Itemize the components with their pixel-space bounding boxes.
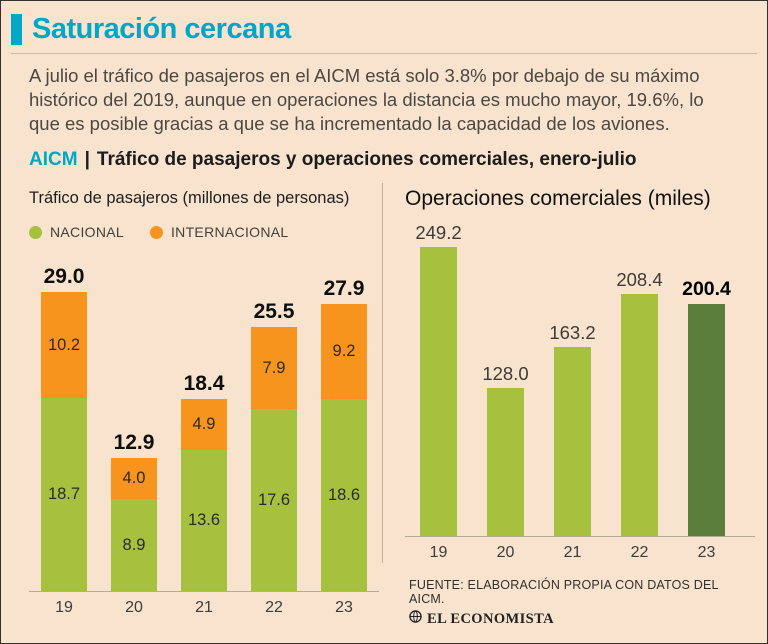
operations-plot: 249.2 128.0 163.2 208.4 200.4 bbox=[405, 222, 755, 538]
bar-value-label: 128.0 bbox=[482, 363, 529, 385]
bar-value-label: 200.4 bbox=[682, 278, 731, 301]
operations-chart-panel: Operaciones comerciales (miles) 249.2 128… bbox=[383, 179, 755, 628]
nacional-segment: 8.9 bbox=[111, 499, 157, 592]
internacional-segment: 10.2 bbox=[41, 292, 87, 399]
x-axis-label: 22 bbox=[630, 544, 649, 562]
passenger-bar-column: 25.5 7.9 17.6 bbox=[239, 300, 309, 592]
charts-area: Tráfico de pasajeros (millones de person… bbox=[1, 179, 767, 628]
internacional-segment: 7.9 bbox=[251, 327, 297, 410]
bar-value-label: 163.2 bbox=[549, 322, 596, 344]
bar-total-label: 27.9 bbox=[323, 277, 365, 301]
passenger-plot: 29.0 10.2 18.7 12.9 4.0 8.9 18.4 4.9 13.6 25.5 7.9… bbox=[29, 244, 379, 593]
chart-subtitle: AICM | Tráfico de pasajeros y operaciones … bbox=[29, 149, 739, 171]
title-row: Saturación cercana bbox=[11, 13, 755, 46]
bar-total-label: 12.9 bbox=[113, 431, 155, 455]
page-title: Saturación cercana bbox=[32, 13, 291, 45]
bar-value-label: 208.4 bbox=[616, 269, 663, 291]
operations-bar-column: 200.4 bbox=[673, 278, 740, 537]
passenger-bar-column: 18.4 4.9 13.6 bbox=[169, 372, 239, 592]
operations-bar bbox=[621, 294, 658, 537]
source-text: FUENTE: ELABORACIÓN PROPIA CON DATOS DEL… bbox=[409, 578, 719, 607]
operations-chart-title: Operaciones comerciales (miles) bbox=[405, 187, 711, 211]
legend-dot-nacional bbox=[29, 225, 42, 239]
legend-item-nacional: NACIONAL bbox=[29, 224, 124, 240]
bar-total-label: 18.4 bbox=[183, 372, 225, 396]
bar-total-label: 25.5 bbox=[253, 300, 295, 324]
x-axis-label: 19 bbox=[55, 599, 73, 617]
operations-xaxis: 19 20 21 22 23 bbox=[405, 537, 755, 562]
operations-bar-column: 163.2 bbox=[539, 322, 606, 537]
title-accent-block bbox=[11, 14, 22, 45]
operations-bar bbox=[554, 347, 591, 537]
operations-bar-column: 249.2 bbox=[405, 222, 472, 537]
operations-bar bbox=[487, 388, 524, 537]
x-axis-label: 21 bbox=[563, 544, 582, 562]
legend-dot-internacional bbox=[149, 225, 163, 239]
intro-paragraph: A julio el tráfico de pasajeros en el AI… bbox=[29, 65, 704, 135]
brand-logo-text: EL ECONOMISTA bbox=[427, 610, 554, 627]
x-axis-label: 22 bbox=[265, 599, 283, 617]
nacional-segment: 18.6 bbox=[321, 399, 367, 592]
legend-item-internacional: INTERNACIONAL bbox=[149, 224, 289, 241]
operations-bar bbox=[688, 304, 725, 537]
legend-label-nacional: NACIONAL bbox=[50, 224, 124, 241]
passenger-chart-title: Tráfico de pasajeros (millones de person… bbox=[29, 189, 350, 208]
x-axis-label: 23 bbox=[335, 599, 353, 617]
subtitle-text: Tráfico de pasajeros y operaciones comer… bbox=[96, 149, 637, 171]
x-axis-label: 20 bbox=[496, 544, 515, 562]
brand-row: EL ECONOMISTA bbox=[409, 610, 755, 628]
title-divider bbox=[11, 53, 757, 54]
nacional-segment: 13.6 bbox=[181, 450, 227, 592]
operations-bar-column: 128.0 bbox=[472, 363, 539, 537]
bar-total-label: 29.0 bbox=[43, 265, 85, 289]
legend-label-internacional: INTERNACIONAL bbox=[170, 224, 289, 241]
internacional-segment: 4.0 bbox=[111, 458, 157, 500]
passenger-xaxis: 19 20 21 22 23 bbox=[29, 592, 379, 617]
x-axis-label: 20 bbox=[125, 599, 143, 617]
passenger-chart-panel: Tráfico de pasajeros (millones de person… bbox=[29, 179, 379, 628]
subtitle-prefix: AICM bbox=[29, 149, 78, 171]
subtitle-separator: | bbox=[84, 149, 90, 171]
internacional-segment: 4.9 bbox=[181, 399, 227, 451]
passenger-bar-column: 27.9 9.2 18.6 bbox=[309, 277, 379, 592]
internacional-segment: 9.2 bbox=[321, 304, 367, 400]
x-axis-label: 23 bbox=[697, 544, 716, 562]
globe-icon bbox=[409, 610, 422, 628]
nacional-segment: 17.6 bbox=[251, 409, 297, 592]
x-axis-label: 19 bbox=[429, 544, 448, 562]
operations-bar-column: 208.4 bbox=[606, 269, 673, 537]
legend: NACIONAL INTERNACIONAL bbox=[29, 224, 379, 240]
panel-divider bbox=[382, 183, 383, 564]
x-axis-label: 21 bbox=[195, 599, 213, 617]
bar-value-label: 249.2 bbox=[415, 222, 462, 244]
passenger-bar-column: 29.0 10.2 18.7 bbox=[29, 265, 99, 592]
passenger-bar-column: 12.9 4.0 8.9 bbox=[99, 431, 169, 592]
footer: FUENTE: ELABORACIÓN PROPIA CON DATOS DEL… bbox=[405, 578, 755, 628]
nacional-segment: 18.7 bbox=[41, 398, 87, 592]
operations-bar bbox=[420, 247, 457, 537]
